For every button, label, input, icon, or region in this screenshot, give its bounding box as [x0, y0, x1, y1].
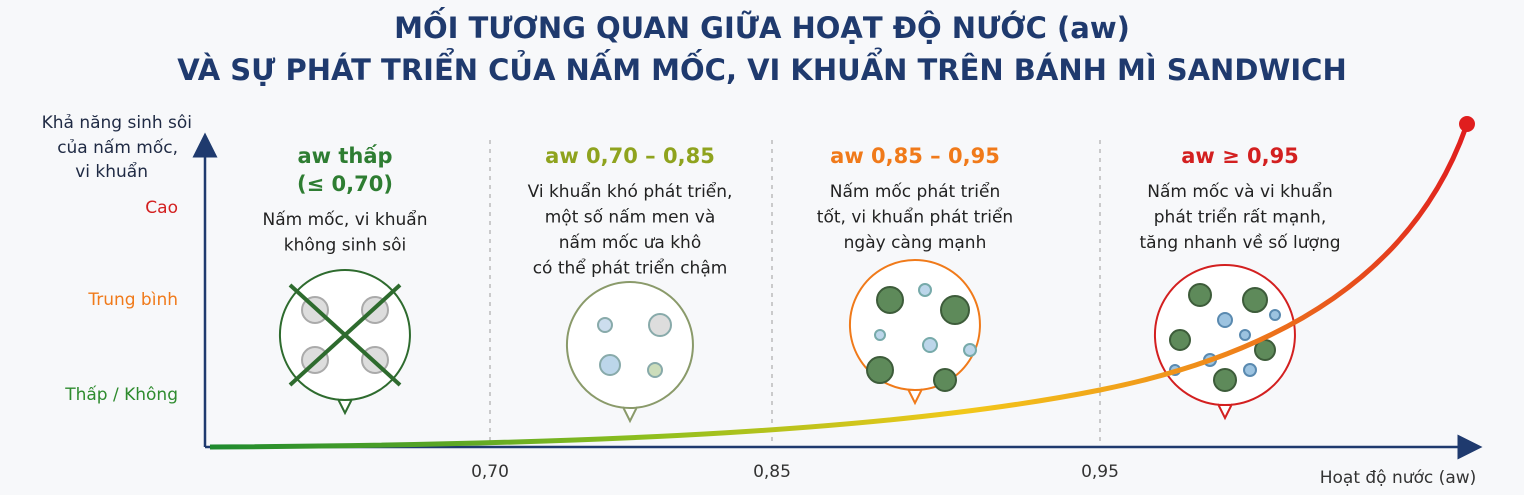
curve-end: [1459, 116, 1475, 132]
growth-curve: [209, 123, 1470, 450]
dividers: [489, 140, 1101, 445]
x-tick-label: 0,95: [1081, 462, 1119, 482]
y-axis-label: Khả năng sinh sôi: [42, 113, 192, 133]
zones: aw thấp (≤ 0,70) Nấm mốc, vi khuẩn không si…: [263, 144, 1341, 279]
zone-description: phát triển rất mạnh,: [1154, 207, 1326, 228]
y-level: Trung bình: [87, 290, 178, 310]
zone-description: Nấm mốc phát triển: [830, 181, 1000, 202]
zone-description: tốt, vi khuẩn phát triển: [817, 207, 1013, 228]
y-axis-label: vi khuẩn: [75, 161, 148, 182]
x-tick-label: 0,85: [753, 462, 791, 482]
y-level: Cao: [145, 198, 178, 218]
zone-description: không sinh sôi: [284, 236, 407, 256]
zone-description: Nấm mốc, vi khuẩn: [263, 209, 428, 230]
zone-heading: aw thấp: [297, 144, 392, 168]
x-tick-label: 0,70: [471, 462, 509, 482]
title-line: MỐI TƯƠNG QUAN GIỮA HOẠT ĐỘ NƯỚC (aw): [394, 7, 1130, 45]
zone-description: có thể phát triển chậm: [533, 258, 728, 279]
zone-description: ngày càng mạnh: [844, 233, 987, 253]
zone-heading: aw ≥ 0,95: [1181, 144, 1299, 168]
zone-heading: aw 0,70 – 0,85: [545, 144, 715, 168]
illustrations: [278, 259, 1296, 424]
y-axis-label: của nấm mốc,: [57, 137, 178, 158]
zone-description: Vi khuẩn khó phát triển,: [528, 181, 733, 202]
zone-description: Nấm mốc và vi khuẩn: [1147, 181, 1332, 202]
zone-description: một số nấm men và: [545, 207, 716, 228]
title-line: VÀ SỰ PHÁT TRIỂN CỦA NẤM MỐC, VI KHUẨN T…: [177, 48, 1347, 87]
zone-description: tăng nhanh về số lượng: [1139, 232, 1340, 253]
y-level: Thấp / Không: [64, 384, 178, 405]
zone-heading: aw 0,85 – 0,95: [830, 144, 1000, 168]
zone-heading: (≤ 0,70): [297, 172, 393, 196]
x-axis-label: Hoạt độ nước (aw): [1320, 468, 1477, 488]
zone-description: nấm mốc ưa khô: [559, 232, 701, 253]
